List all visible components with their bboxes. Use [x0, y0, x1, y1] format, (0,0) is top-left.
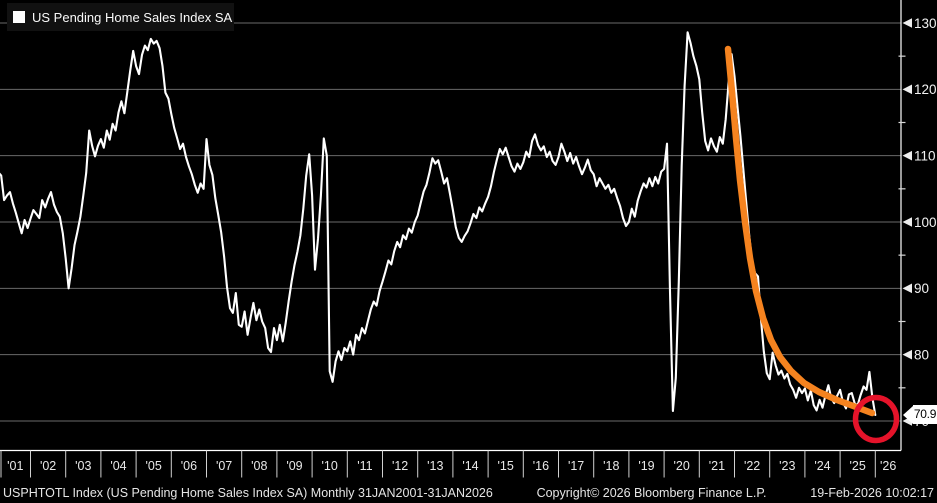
y-tick-arrow-icon: [902, 150, 912, 161]
x-tick-label: '09: [286, 459, 302, 473]
x-tick-label: '10: [322, 459, 338, 473]
timestamp: 19-Feb-2026 10:02:17: [810, 485, 934, 500]
x-tick-label: '08: [251, 459, 267, 473]
x-tick-label: '06: [181, 459, 197, 473]
y-tick-label: 130: [914, 16, 937, 31]
x-tick-label: '18: [603, 459, 619, 473]
y-tick-label: 80: [914, 347, 929, 362]
last-price-value: 70.9: [913, 405, 937, 424]
y-tick-arrow-icon: [902, 217, 912, 227]
status-bar: USPHTOTL Index (US Pending Home Sales In…: [0, 482, 937, 503]
x-tick-label: '04: [110, 459, 126, 473]
x-tick-label: '16: [533, 459, 549, 473]
legend[interactable]: US Pending Home Sales Index SA: [7, 3, 234, 31]
x-tick-label: '26: [880, 459, 896, 473]
legend-label: US Pending Home Sales Index SA: [32, 9, 233, 25]
x-tick-label: '14: [462, 459, 478, 473]
y-tick-arrow-icon: [902, 84, 912, 95]
y-tick-arrow-icon: [902, 18, 912, 28]
x-tick-label: '12: [392, 459, 408, 473]
y-tick-label: 100: [914, 215, 937, 230]
trend-swoosh-annotation: [724, 45, 876, 417]
x-tick-label: '17: [568, 459, 584, 473]
copyright-notice: Copyright© 2026 Bloomberg Finance L.P.: [536, 485, 767, 500]
x-tick-label: '19: [638, 459, 654, 473]
y-tick-arrow-icon: [902, 283, 912, 294]
security-description: USPHTOTL Index (US Pending Home Sales In…: [3, 485, 493, 500]
highlight-circle-annotation: [852, 394, 900, 444]
x-tick-label: '20: [674, 459, 690, 473]
x-tick-label: '13: [427, 459, 443, 473]
legend-swatch-icon: [13, 11, 25, 23]
badge-arrow-icon: [903, 405, 913, 424]
x-tick-label: '07: [216, 459, 232, 473]
x-tick-label: '21: [709, 459, 725, 473]
x-tick-label: '15: [498, 459, 514, 473]
x-tick-label: '11: [357, 459, 372, 473]
y-tick-label: 90: [914, 281, 929, 296]
x-tick-label: '24: [814, 459, 830, 473]
x-tick-label: '05: [146, 459, 162, 473]
y-tick-label: 110: [914, 148, 936, 163]
last-price-badge: 70.9: [903, 405, 937, 424]
x-tick-label: '22: [744, 459, 760, 473]
x-tick-label: '03: [75, 459, 91, 473]
x-tick-label: '01: [7, 459, 23, 473]
y-tick-label: 120: [914, 82, 937, 97]
x-tick-label: '25: [850, 459, 866, 473]
y-tick-arrow-icon: [902, 349, 912, 360]
x-tick-label: '23: [779, 459, 795, 473]
x-tick-label: '02: [40, 459, 56, 473]
